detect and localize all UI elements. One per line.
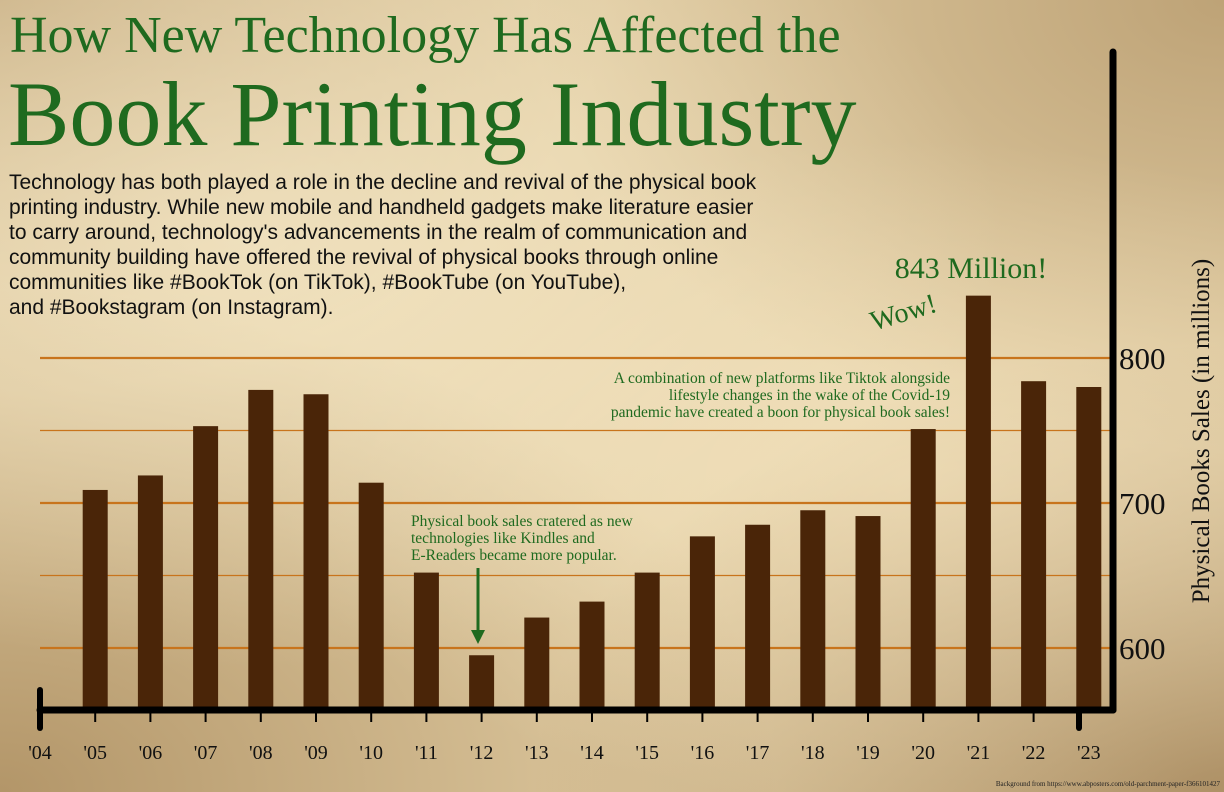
bar — [413, 572, 439, 710]
title-line-2: Book Printing Industry — [8, 63, 857, 165]
bar — [358, 482, 384, 710]
bar — [689, 536, 715, 710]
bar — [248, 389, 274, 710]
x-tick-label: '07 — [194, 742, 218, 764]
wow-label: Wow! — [867, 288, 941, 337]
covid-annotation-line: A combination of new platforms like Tikt… — [614, 370, 950, 387]
bar — [1076, 387, 1102, 710]
decline-arrow — [471, 568, 485, 644]
bar — [855, 516, 881, 710]
x-tick-label: '21 — [967, 742, 991, 764]
x-tick-label: '13 — [525, 742, 549, 764]
x-tick-label: '06 — [139, 742, 163, 764]
x-tick-label: '09 — [304, 742, 328, 764]
intro-line: printing industry. While new mobile and … — [9, 196, 754, 219]
y-tick-label: 700 — [1119, 486, 1166, 521]
intro-line: to carry around, technology's advancemen… — [9, 221, 748, 244]
covid-annotation-line: lifestyle changes in the wake of the Cov… — [669, 387, 950, 404]
covid-annotation: A combination of new platforms like Tikt… — [611, 370, 950, 421]
intro-line: and #Bookstagram (on Instagram). — [9, 296, 334, 319]
bar — [137, 475, 163, 710]
x-tick-label: '16 — [691, 742, 715, 764]
x-tick-label: '11 — [415, 742, 438, 764]
y-tick-label: 800 — [1119, 341, 1166, 376]
x-tick-label: '22 — [1022, 742, 1046, 764]
x-tick-label: '10 — [359, 742, 383, 764]
intro-paragraph: Technology has both played a role in the… — [9, 170, 809, 320]
bar — [965, 295, 991, 710]
decline-annotation-line: Physical book sales cratered as new — [411, 513, 633, 530]
x-tick-label: '19 — [856, 742, 880, 764]
axes — [36, 48, 1117, 731]
bars — [82, 295, 1102, 710]
x-tick-label: '08 — [249, 742, 273, 764]
peak-label: 843 Million! — [895, 252, 1048, 285]
x-tick-label: '20 — [911, 742, 935, 764]
x-tick-label: '15 — [635, 742, 659, 764]
decline-annotation-line: technologies like Kindles and — [411, 530, 595, 547]
x-tick-label: '12 — [470, 742, 494, 764]
y-tick-labels: 600 700 800 — [1119, 341, 1166, 666]
bar — [469, 655, 495, 710]
title-line-1: How New Technology Has Affected the — [10, 7, 841, 64]
intro-line: Technology has both played a role in the… — [9, 171, 757, 194]
bar — [910, 429, 936, 710]
bar — [524, 617, 550, 710]
x-tick-label: '04 — [28, 742, 52, 764]
bar — [634, 572, 660, 710]
x-tick-label: '17 — [746, 742, 770, 764]
bar — [82, 489, 108, 710]
decline-annotation-line: E-Readers became more popular. — [411, 547, 617, 564]
x-tick-labels: '04 '05 '06 '07 '08 '09 '10 '11 '12 '13 '14 '15 '16 '… — [28, 712, 1101, 764]
x-tick-label: '18 — [801, 742, 825, 764]
bar — [745, 524, 771, 710]
y-axis-label: Physical Books Sales (in millions) — [1188, 259, 1215, 603]
intro-line: community building have offered the revi… — [9, 246, 719, 269]
intro-line: communities like #BookTok (on TikTok), #… — [9, 271, 627, 294]
x-tick-label: '14 — [580, 742, 604, 764]
decline-annotation: Physical book sales cratered as new tech… — [411, 513, 633, 564]
bar — [303, 394, 329, 710]
background-credit: Background from https://www.abposters.co… — [995, 780, 1220, 788]
bar — [579, 601, 605, 710]
covid-annotation-line: pandemic have created a boon for physica… — [611, 404, 950, 421]
bar — [1021, 381, 1047, 710]
bar — [193, 426, 219, 710]
bar — [800, 510, 826, 710]
y-tick-label: 600 — [1119, 631, 1166, 666]
x-tick-label: '23 — [1077, 742, 1101, 764]
x-tick-label: '05 — [83, 742, 107, 764]
